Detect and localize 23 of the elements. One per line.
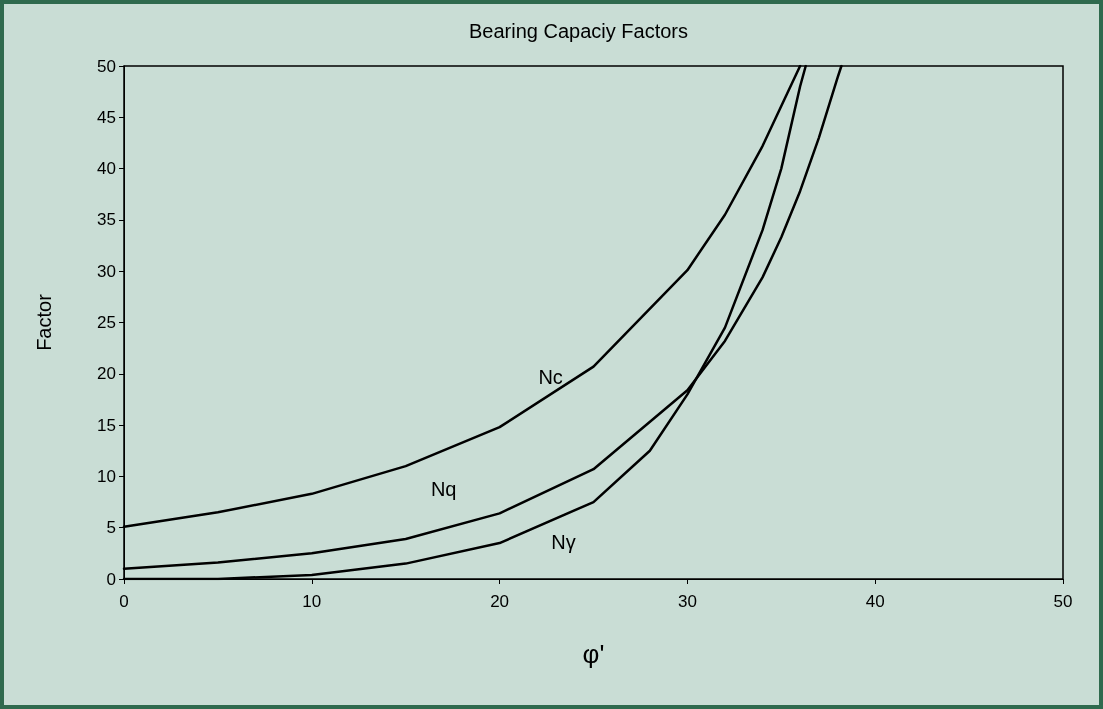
x-axis-title: φ' — [582, 639, 605, 669]
y-tick-label: 15 — [97, 415, 116, 435]
y-tick-label: 35 — [97, 210, 116, 230]
x-tick-label: 20 — [490, 592, 510, 611]
y-tick-label: 45 — [97, 107, 116, 127]
y-tick-label: 30 — [97, 261, 116, 281]
y-tick-label: 0 — [106, 569, 116, 589]
y-tick-label: 20 — [97, 364, 116, 384]
chart-title: Bearing Capaciy Factors — [469, 20, 688, 42]
x-tick-label: 40 — [865, 592, 885, 611]
y-tick-label: 40 — [97, 159, 116, 179]
x-tick-label: 10 — [302, 592, 322, 611]
y-axis-title: Factor — [33, 293, 55, 351]
series-label: Nq — [430, 477, 457, 500]
x-tick-label: 0 — [119, 592, 129, 611]
x-tick-label: 50 — [1053, 592, 1073, 611]
y-tick-label: 50 — [97, 56, 116, 76]
y-tick-label: 10 — [97, 466, 116, 486]
y-tick-label: 5 — [106, 518, 116, 538]
x-tick-label: 30 — [677, 592, 697, 611]
series-label: Nγ — [551, 531, 576, 554]
y-tick-label: 25 — [97, 313, 116, 332]
series-label: Nc — [538, 366, 563, 389]
